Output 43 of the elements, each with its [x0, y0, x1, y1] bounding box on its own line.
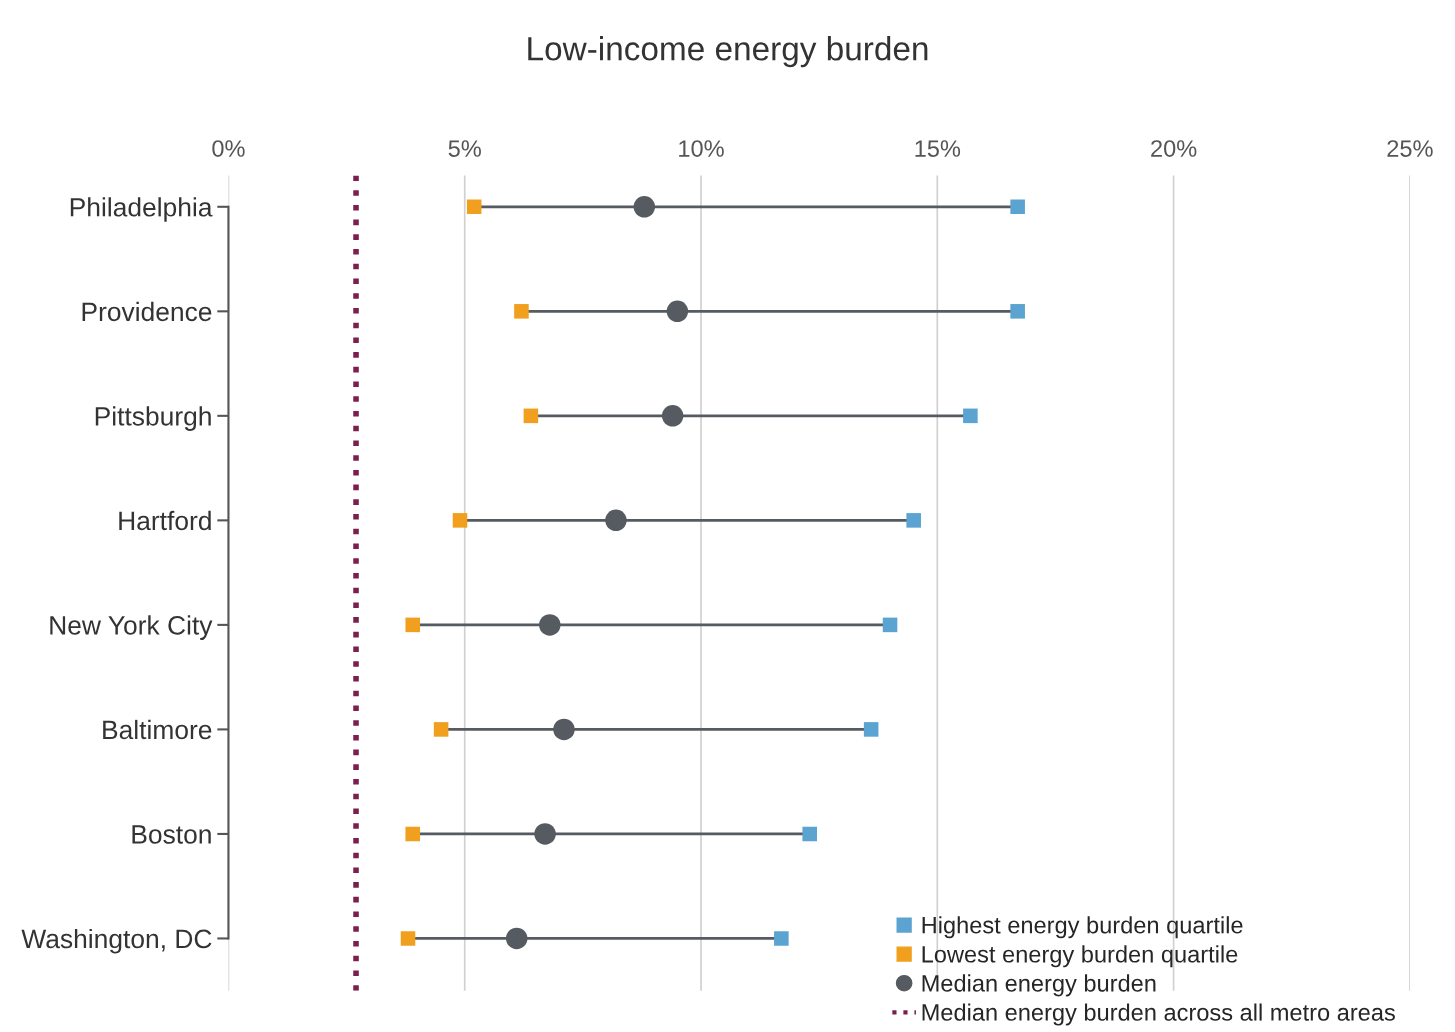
point [1010, 199, 1025, 215]
point [863, 722, 879, 737]
x-tick-label: 0% [212, 140, 245, 157]
x-tick-label: 20% [1151, 140, 1197, 157]
point [774, 931, 789, 946]
chart-title: Low-income energy burden [528, 36, 928, 68]
point [666, 300, 689, 323]
point [539, 614, 561, 636]
point [405, 617, 421, 633]
point [963, 408, 978, 424]
point [882, 617, 898, 633]
y-tick-label: Providence [82, 301, 212, 322]
point [405, 826, 421, 842]
point [1010, 304, 1025, 319]
point [433, 722, 449, 737]
y-tick-label: Hartford [119, 510, 211, 531]
y-tick-label: Boston [132, 825, 211, 844]
point [661, 405, 684, 427]
point [633, 196, 656, 218]
legend-label: Lowest energy burden quartile [922, 945, 1238, 968]
x-tick-label: 5% [448, 140, 481, 157]
x-tick-label: 15% [915, 140, 961, 157]
point [400, 931, 416, 946]
y-tick-label: Philadelphia [70, 197, 213, 222]
point [605, 509, 627, 532]
x-tick-label: 25% [1387, 140, 1433, 157]
point [553, 718, 575, 741]
point [906, 513, 921, 528]
legend-label: Median energy burden across all metro areas [922, 1003, 1395, 1026]
point [452, 513, 468, 528]
x-tick-label: 10% [679, 140, 724, 157]
point [514, 304, 529, 319]
y-tick-label: New York City [50, 615, 213, 640]
point [802, 826, 817, 842]
y-tick-label: Washington, DC [21, 928, 212, 954]
y-tick-label: Pittsburgh [95, 406, 211, 431]
point [505, 927, 528, 950]
legend-label: Highest energy burden quartile [922, 916, 1243, 939]
point [466, 199, 482, 215]
point [523, 408, 539, 424]
legend-label: Median energy burden [922, 974, 1156, 997]
point [534, 823, 556, 845]
y-tick-label: Baltimore [103, 719, 212, 740]
